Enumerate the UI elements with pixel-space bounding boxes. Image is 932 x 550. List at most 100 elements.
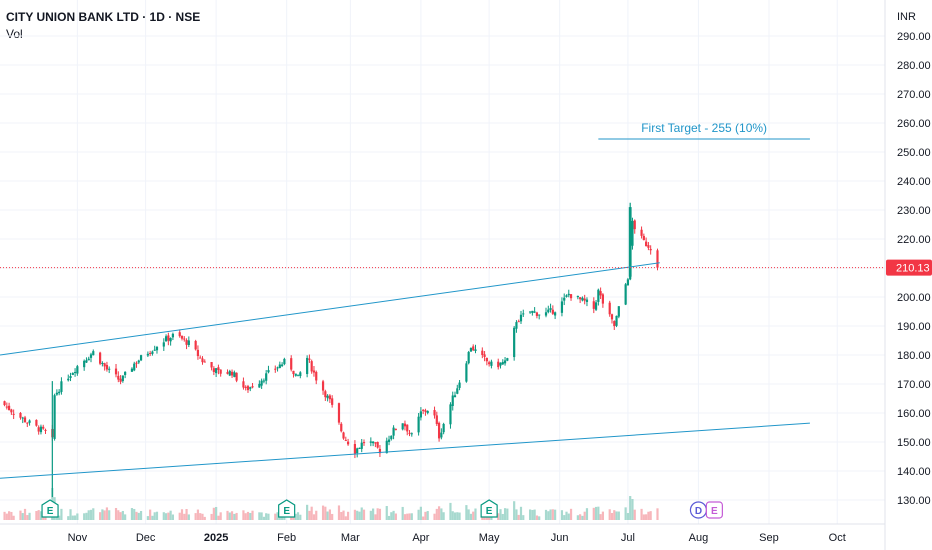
candle-body[interactable] bbox=[12, 413, 15, 415]
candle-body[interactable] bbox=[337, 403, 341, 423]
candle-body[interactable] bbox=[180, 335, 184, 339]
candle-body[interactable] bbox=[608, 302, 611, 315]
trendlines[interactable]: First Target - 255 (10%) bbox=[0, 121, 885, 479]
earnings-marker[interactable] bbox=[480, 499, 498, 518]
candle-body[interactable] bbox=[374, 442, 377, 444]
candle-body[interactable] bbox=[503, 360, 507, 364]
candle-body[interactable] bbox=[628, 207, 632, 277]
candle-body[interactable] bbox=[299, 372, 302, 377]
candle-body[interactable] bbox=[151, 351, 154, 354]
candle-body[interactable] bbox=[119, 378, 122, 382]
candle-body[interactable] bbox=[137, 360, 140, 363]
candle-body[interactable] bbox=[408, 432, 411, 434]
candle-body[interactable] bbox=[274, 368, 277, 370]
future-earnings-marker[interactable] bbox=[705, 501, 723, 519]
candle-body[interactable] bbox=[251, 386, 254, 388]
candle-body[interactable] bbox=[538, 314, 541, 316]
candle-body[interactable] bbox=[376, 442, 379, 448]
candle-body[interactable] bbox=[83, 360, 86, 368]
candle-body[interactable] bbox=[217, 367, 220, 370]
candle-body[interactable] bbox=[433, 410, 436, 416]
candle-body[interactable] bbox=[642, 235, 645, 241]
candle-body[interactable] bbox=[563, 297, 566, 301]
candle-body[interactable] bbox=[453, 395, 457, 398]
candle-body[interactable] bbox=[278, 364, 281, 368]
candle-body[interactable] bbox=[449, 404, 452, 425]
candle-body[interactable] bbox=[631, 220, 634, 246]
candle-body[interactable] bbox=[579, 297, 582, 300]
candle-body[interactable] bbox=[187, 340, 190, 345]
candle-body[interactable] bbox=[183, 338, 186, 340]
candle-body[interactable] bbox=[362, 442, 366, 444]
candle-body[interactable] bbox=[130, 368, 134, 372]
candle-body[interactable] bbox=[519, 314, 523, 322]
candle-body[interactable] bbox=[58, 391, 61, 394]
candle-body[interactable] bbox=[490, 361, 493, 366]
candle-body[interactable] bbox=[326, 395, 329, 399]
candle-body[interactable] bbox=[565, 295, 568, 297]
candle-body[interactable] bbox=[324, 391, 327, 398]
candle-body[interactable] bbox=[569, 294, 573, 299]
candle-body[interactable] bbox=[76, 366, 79, 374]
candle-body[interactable] bbox=[312, 370, 316, 373]
candle-body[interactable] bbox=[230, 371, 234, 376]
candle-body[interactable] bbox=[262, 380, 266, 382]
candle-body[interactable] bbox=[215, 368, 218, 374]
candle-body[interactable] bbox=[656, 250, 659, 268]
candle-body[interactable] bbox=[356, 448, 359, 454]
candle-body[interactable] bbox=[73, 372, 77, 374]
candle-body[interactable] bbox=[528, 311, 532, 313]
candle-body[interactable] bbox=[385, 440, 388, 454]
candle-body[interactable] bbox=[549, 308, 552, 310]
candle-body[interactable] bbox=[360, 442, 363, 449]
candle-body[interactable] bbox=[199, 357, 202, 359]
candle-body[interactable] bbox=[533, 311, 536, 313]
candle-body[interactable] bbox=[28, 420, 31, 423]
candle-body[interactable] bbox=[617, 306, 620, 317]
candle-body[interactable] bbox=[103, 363, 106, 367]
candle-body[interactable] bbox=[228, 370, 231, 376]
candle-body[interactable] bbox=[474, 349, 477, 351]
candle-body[interactable] bbox=[488, 362, 491, 365]
candle-body[interactable] bbox=[321, 381, 325, 391]
candle-body[interactable] bbox=[135, 362, 138, 364]
candle-body[interactable] bbox=[149, 352, 152, 354]
candle-body[interactable] bbox=[23, 417, 27, 423]
earnings-marker[interactable] bbox=[41, 499, 59, 518]
candle-body[interactable] bbox=[8, 405, 11, 411]
time-axis[interactable]: Nov Dec 2025 Feb Mar Apr May Jun Jul Aug Sep Oct bbox=[68, 532, 846, 544]
candle-body[interactable] bbox=[401, 423, 404, 430]
candle-body[interactable] bbox=[85, 360, 88, 363]
candle-body[interactable] bbox=[551, 309, 554, 314]
candle-body[interactable] bbox=[406, 424, 409, 432]
candle-body[interactable] bbox=[146, 353, 149, 356]
candle-body[interactable] bbox=[442, 423, 445, 433]
candle-body[interactable] bbox=[169, 338, 172, 342]
candle-body[interactable] bbox=[108, 368, 111, 370]
candle-body[interactable] bbox=[517, 321, 520, 323]
candle-body[interactable] bbox=[242, 381, 245, 388]
candle-body[interactable] bbox=[26, 422, 29, 424]
candle-body[interactable] bbox=[522, 313, 525, 315]
candle-body[interactable] bbox=[372, 441, 375, 444]
candle-body[interactable] bbox=[394, 428, 397, 430]
candle-body[interactable] bbox=[513, 327, 516, 358]
candle-body[interactable] bbox=[67, 378, 70, 381]
candle-body[interactable] bbox=[535, 312, 539, 316]
candle-body[interactable] bbox=[101, 363, 104, 365]
candle-body[interactable] bbox=[424, 410, 427, 412]
candle-body[interactable] bbox=[440, 432, 443, 438]
candle-body[interactable] bbox=[185, 340, 188, 345]
candle-body[interactable] bbox=[392, 427, 395, 436]
candle-body[interactable] bbox=[292, 370, 295, 375]
candle-body[interactable] bbox=[645, 241, 648, 247]
candle-body[interactable] bbox=[499, 362, 502, 366]
candle-body[interactable] bbox=[244, 386, 247, 388]
candle-body[interactable] bbox=[344, 439, 347, 441]
candle-body[interactable] bbox=[456, 388, 459, 394]
candle-body[interactable] bbox=[544, 312, 548, 316]
candle-body[interactable] bbox=[422, 409, 425, 411]
candle-body[interactable] bbox=[42, 426, 45, 429]
candle-body[interactable] bbox=[203, 361, 206, 363]
